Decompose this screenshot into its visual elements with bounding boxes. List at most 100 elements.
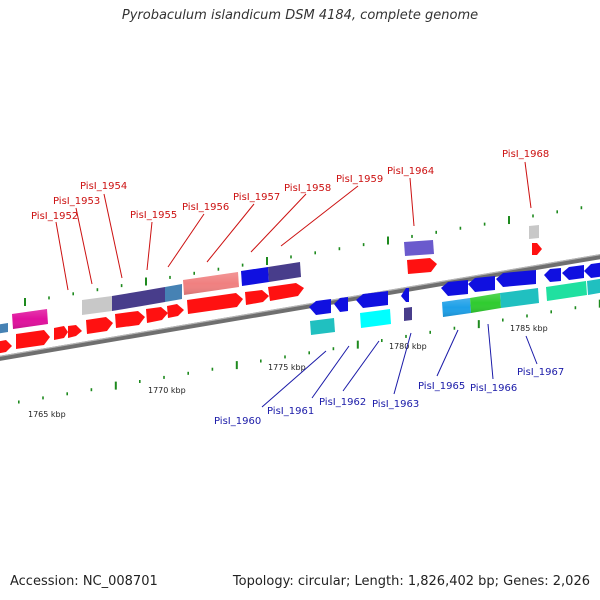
genome-title: Pyrobaculum islandicum DSM 4184, complet… [121, 8, 479, 23]
tick-mark [453, 326, 456, 330]
gene-feature [309, 299, 331, 315]
tick-mark [290, 255, 292, 259]
tick-mark [120, 284, 123, 288]
gene-feature [334, 297, 348, 312]
gene-label: PisI_1953 [53, 196, 100, 207]
reverse-gene-labels: PisI_1960 PisI_1961 PisI_1962 PisI_1963 … [214, 367, 564, 427]
tick-mark [580, 206, 583, 210]
reverse-leader-lines [261, 323, 538, 408]
tick-mark [90, 388, 93, 392]
gene-feature [268, 283, 304, 301]
gene-feature [468, 276, 495, 292]
gene-label: PisI_1967 [517, 367, 564, 378]
tick-mark [381, 339, 383, 343]
gene-label: PisI_1961 [267, 406, 314, 417]
tick-mark [66, 392, 68, 396]
tick-mark [260, 359, 262, 363]
gene-feature [360, 309, 391, 328]
gene-label: PisI_1952 [31, 211, 78, 222]
backbone [0, 254, 600, 361]
gene-feature [584, 262, 600, 278]
gene-feature [112, 291, 142, 311]
tick-mark [362, 243, 365, 247]
tick-mark [477, 320, 480, 329]
gene-label: PisI_1957 [233, 192, 280, 203]
gene-feature [86, 317, 113, 334]
scale-label-1770: 1770 kbp [148, 386, 186, 395]
tick-mark [405, 334, 407, 338]
gene-feature [529, 225, 539, 239]
gene-label: PisI_1960 [214, 416, 261, 427]
gene-feature [496, 270, 536, 287]
tick-mark [338, 247, 341, 251]
gene-label: PisI_1962 [319, 397, 366, 408]
tick-mark [598, 299, 600, 308]
gene-feature [310, 318, 335, 335]
gene-feature [245, 290, 269, 305]
tick-mark [526, 314, 528, 318]
tick-mark [284, 355, 286, 359]
tick-mark [145, 277, 147, 286]
scale-label-1785: 1785 kbp [510, 324, 548, 333]
scale-label-1775: 1775 kbp [268, 363, 306, 372]
scale-label-1765: 1765 kbp [28, 410, 66, 419]
tick-mark [96, 288, 99, 292]
tick-mark [308, 351, 310, 355]
tick-mark [235, 361, 238, 370]
gene-label: PisI_1966 [470, 383, 517, 394]
genome-summary: Topology: circular; Length: 1,826,402 bp… [232, 574, 590, 589]
tick-mark [550, 310, 552, 314]
tick-mark [502, 318, 504, 322]
gene-label: PisI_1963 [372, 399, 419, 410]
tick-mark [169, 275, 171, 279]
tick-mark [459, 226, 462, 230]
gene-feature [587, 278, 600, 295]
gene-feature [165, 284, 182, 302]
gene-label: PisI_1954 [80, 181, 127, 192]
gene-label: PisI_1956 [182, 202, 229, 213]
tick-mark [211, 367, 214, 371]
gene-label: PisI_1965 [418, 381, 465, 392]
tick-mark [411, 234, 413, 238]
tick-mark [387, 236, 389, 245]
tick-mark [42, 396, 44, 400]
gene-feature [0, 340, 12, 354]
tick-mark [332, 347, 335, 351]
gene-label: PisI_1959 [336, 174, 383, 185]
tick-mark [187, 371, 189, 375]
tick-mark [314, 251, 316, 255]
gene-label: PisI_1958 [284, 183, 331, 194]
tick-mark [356, 340, 359, 349]
tick-mark [48, 296, 50, 300]
gene-feature [68, 325, 82, 338]
tick-mark [532, 214, 534, 218]
gene-label: PisI_1955 [130, 210, 177, 221]
scale-labels: 1765 kbp 1770 kbp 1775 kbp 1780 kbp 1785… [28, 324, 548, 419]
gene-feature [167, 304, 184, 318]
tick-mark [18, 400, 20, 404]
tick-mark [435, 230, 437, 234]
gene-feature [544, 268, 561, 282]
tick-mark [114, 381, 117, 390]
tick-mark [508, 216, 510, 225]
gene-feature [142, 287, 165, 306]
gene-label: PisI_1968 [502, 149, 549, 160]
gene-feature [401, 288, 409, 302]
gene-feature [441, 280, 468, 296]
gene-feature [241, 267, 269, 286]
tick-mark [193, 271, 195, 275]
gene-label: PisI_1964 [387, 166, 434, 177]
gene-feature [16, 330, 50, 349]
tick-mark [24, 298, 26, 306]
tick-mark [266, 257, 268, 266]
feature-shading [12, 272, 501, 329]
tick-mark [163, 375, 165, 379]
gene-feature [404, 240, 434, 256]
tick-mark [483, 222, 486, 226]
gene-feature [356, 291, 388, 308]
tick-mark [217, 267, 220, 271]
tick-mark [429, 330, 431, 334]
scale-label-1780: 1780 kbp [389, 342, 427, 351]
gene-feature [268, 262, 301, 282]
gene-feature [115, 311, 145, 328]
